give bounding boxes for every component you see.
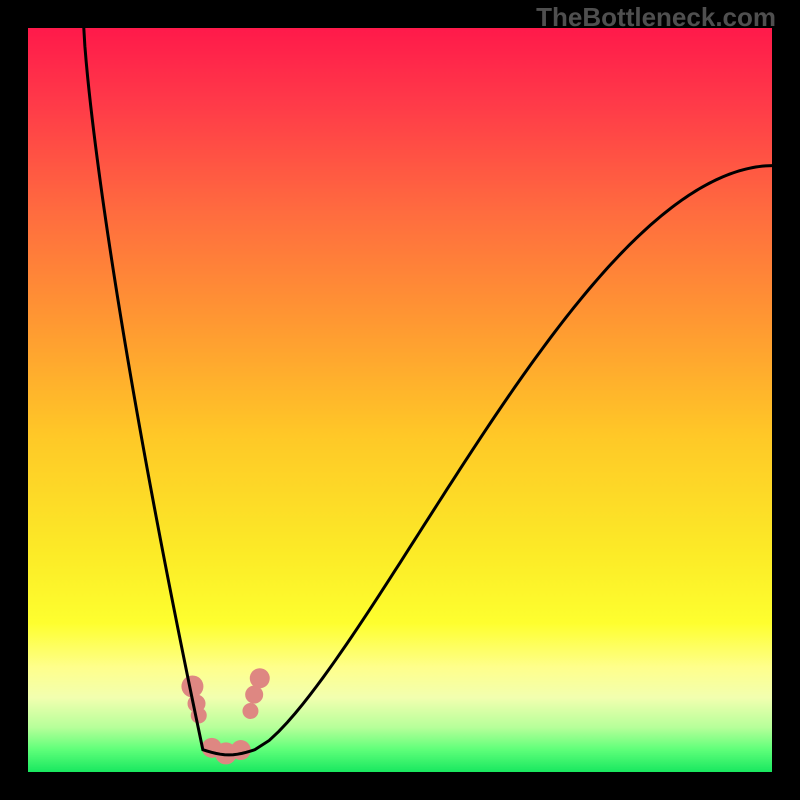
- curve-layer: [0, 0, 800, 800]
- data-point: [250, 668, 270, 688]
- data-point: [231, 740, 251, 760]
- data-point: [242, 703, 258, 719]
- data-point: [245, 686, 263, 704]
- watermark-text: TheBottleneck.com: [536, 2, 776, 33]
- chart-frame: TheBottleneck.com: [0, 0, 800, 800]
- bottleneck-curve: [84, 28, 772, 755]
